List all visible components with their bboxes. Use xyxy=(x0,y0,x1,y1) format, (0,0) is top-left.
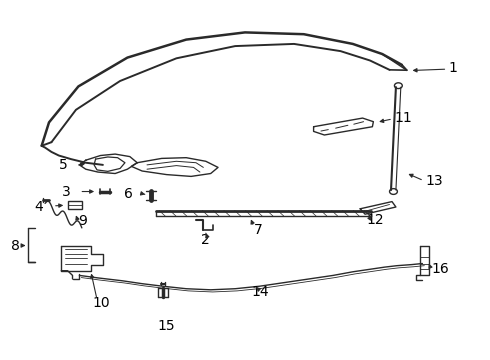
Text: 3: 3 xyxy=(62,185,71,198)
Text: 16: 16 xyxy=(431,262,449,276)
Text: 14: 14 xyxy=(252,285,270,299)
Text: 6: 6 xyxy=(124,187,133,201)
Text: 4: 4 xyxy=(34,200,43,214)
Text: 9: 9 xyxy=(78,215,87,228)
Text: 8: 8 xyxy=(11,239,20,252)
Text: 10: 10 xyxy=(92,296,110,310)
Text: 2: 2 xyxy=(201,234,210,247)
Text: 11: 11 xyxy=(394,111,412,125)
Text: 7: 7 xyxy=(254,223,263,237)
Text: 15: 15 xyxy=(158,319,175,333)
Text: 5: 5 xyxy=(59,158,68,172)
Text: 13: 13 xyxy=(425,174,443,188)
Text: 1: 1 xyxy=(448,62,457,75)
Text: 12: 12 xyxy=(367,213,384,227)
